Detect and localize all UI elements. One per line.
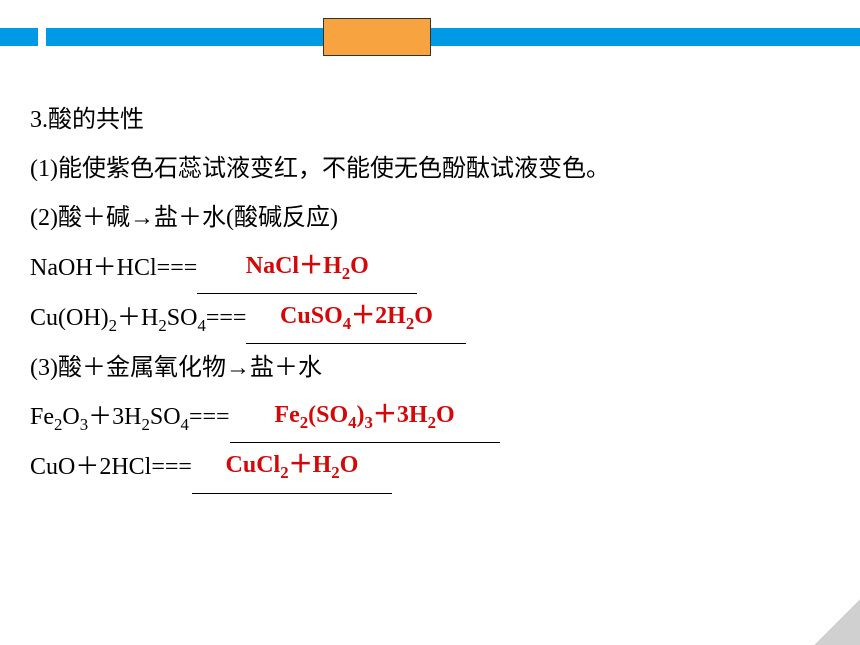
segment bbox=[568, 28, 660, 46]
item-1: (1)能使紫色石蕊试液变红，不能使无色酚酞试液变色。 bbox=[30, 145, 830, 194]
equation-1: NaOH＋HCl=== NaCl＋H2O bbox=[30, 244, 830, 294]
bar-right-segments bbox=[568, 28, 860, 46]
bar-left-block bbox=[0, 28, 38, 46]
eq4-left: CuO＋2HCl=== bbox=[30, 454, 192, 480]
page-curl-icon bbox=[814, 599, 860, 645]
eq3-left: Fe2O3＋3H2SO4=== bbox=[30, 404, 230, 430]
eq1-left: NaOH＋HCl=== bbox=[30, 255, 197, 281]
eq3-answer: Fe2(SO4)3＋3H2O bbox=[274, 402, 454, 428]
eq4-answer: CuCl2＋H2O bbox=[226, 452, 359, 478]
eq1-blank: NaCl＋H2O bbox=[197, 244, 417, 294]
eq2-answer: CuSO4＋2H2O bbox=[280, 303, 433, 329]
orange-tab bbox=[323, 18, 431, 56]
eq3-blank: Fe2(SO4)3＋3H2O bbox=[230, 393, 500, 443]
eq1-answer: NaCl＋H2O bbox=[246, 253, 369, 279]
eq2-left: Cu(OH)2＋H2SO4=== bbox=[30, 305, 246, 331]
equation-2: Cu(OH)2＋H2SO4=== CuSO4＋2H2O bbox=[30, 294, 830, 344]
eq4-blank: CuCl2＋H2O bbox=[192, 443, 392, 493]
equation-4: CuO＋2HCl=== CuCl2＋H2O bbox=[30, 443, 830, 493]
item-2: (2)酸＋碱→盐＋水(酸碱反应) bbox=[30, 194, 830, 243]
segment bbox=[668, 28, 760, 46]
heading: 3.酸的共性 bbox=[30, 96, 830, 145]
item-3: (3)酸＋金属氧化物→盐＋水 bbox=[30, 344, 830, 393]
segment bbox=[768, 28, 860, 46]
equation-3: Fe2O3＋3H2SO4=== Fe2(SO4)3＋3H2O bbox=[30, 393, 830, 443]
eq2-blank: CuSO4＋2H2O bbox=[246, 294, 466, 344]
slide-content: 3.酸的共性 (1)能使紫色石蕊试液变红，不能使无色酚酞试液变色。 (2)酸＋碱… bbox=[30, 96, 830, 494]
